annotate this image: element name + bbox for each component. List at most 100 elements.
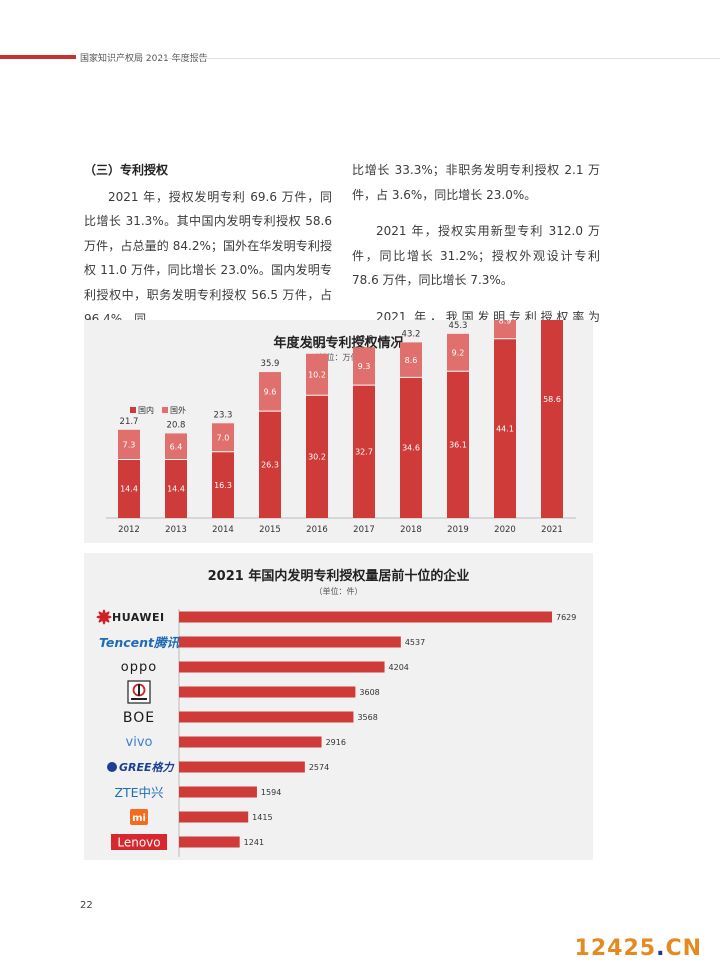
bar-foreign: [165, 433, 187, 460]
logo-text: Tencent腾讯: [99, 635, 181, 650]
data-label-value: 1241: [244, 838, 264, 847]
watermark-dot: .: [656, 936, 666, 961]
legend-swatch-domestic: [130, 407, 136, 413]
data-label-value: 7629: [556, 613, 576, 622]
section-title: （三）专利授权: [84, 163, 169, 177]
chart-unit: （单位：件）: [314, 587, 363, 596]
data-label-total: 23.3: [214, 410, 233, 420]
logo-text: GREE格力: [119, 761, 175, 774]
x-tick-label: 2012: [118, 525, 140, 535]
watermark-suffix: CN: [665, 936, 702, 961]
sinopec-base: [131, 698, 147, 700]
data-label-domestic: 44.1: [496, 424, 514, 433]
sinopec-logo: [127, 680, 151, 704]
gree-logo: GREE格力: [107, 761, 175, 774]
data-label-total: 43.2: [402, 329, 421, 339]
data-label-value: 1594: [261, 788, 281, 797]
text-column-left: （三）专利授权 2021 年，授权发明专利 69.6 万件，同比增长 31.3%…: [84, 158, 332, 332]
data-label-domestic: 30.2: [308, 453, 326, 462]
bar-domestic: [353, 385, 375, 518]
data-label-domestic: 16.3: [214, 481, 232, 490]
x-tick-label: 2014: [212, 525, 234, 535]
bar-foreign: [259, 372, 281, 412]
lenovo-logo: Lenovo: [111, 834, 167, 850]
chart-title: 年度发明专利授权情况: [273, 336, 404, 351]
top10-companies-chart: 7629 HUAWEI 4537 Tencent腾讯 4204 oppo 3608 3568 B…: [96, 609, 576, 857]
data-label-value: 2916: [326, 738, 346, 747]
data-label-domestic: 32.7: [355, 448, 373, 457]
paragraph: 2021 年，授权实用新型专利 312.0 万件，同比增长 31.2%；授权外观…: [352, 224, 600, 287]
data-label-total: 35.9: [261, 359, 280, 369]
data-label-value: 4537: [405, 638, 425, 647]
bar-domestic: [494, 338, 516, 518]
bar-foreign: [118, 429, 140, 460]
logo-text: Lenovo: [117, 836, 160, 850]
legend-label-domestic: 国内: [138, 405, 154, 415]
logo-text: vivo: [126, 735, 153, 750]
chart-unit: （单位：万件）: [310, 353, 367, 362]
data-label-domestic: 36.1: [449, 441, 467, 450]
chart-title: 2021 年国内发明专利授权量居前十位的企业: [207, 569, 470, 584]
mi-square: [130, 809, 148, 825]
header-title: 国家知识产权局 2021 年度报告: [80, 54, 208, 64]
mi-logo: mi: [130, 809, 148, 825]
bar-company: [179, 686, 356, 698]
data-label-value: 1415: [252, 813, 272, 822]
bar-foreign: [212, 423, 234, 452]
data-label-domestic: 14.4: [120, 485, 138, 494]
data-label-total: 45.3: [449, 321, 468, 331]
x-tick-label: 2015: [259, 525, 281, 535]
bar-domestic: [118, 459, 140, 518]
huawei-petal: [98, 615, 106, 623]
vivo-logo: vivo: [126, 735, 153, 750]
data-label-domestic: 26.3: [261, 461, 279, 470]
x-tick-label: 2016: [306, 525, 328, 535]
data-label-foreign: 9.2: [452, 349, 465, 358]
logo-text: HUAWEI: [112, 611, 165, 624]
data-label-value: 3568: [357, 713, 377, 722]
data-label-domestic: 58.6: [543, 395, 561, 404]
boe-logo: BOE: [123, 710, 155, 726]
bar-domestic: [541, 320, 563, 518]
bar-foreign: [494, 320, 516, 339]
bar-company: [179, 786, 257, 798]
bar-company: [179, 661, 385, 673]
paragraph: 比增长 33.3%；非职务发明专利授权 2.1 万件，占 3.6%，同比增长 2…: [352, 163, 600, 202]
bar-company: [179, 611, 552, 623]
annual-grants-chart-panel: 年度发明专利授权情况 （单位：万件） 14.4 7.3 21.7 2012 14.4 6.…: [84, 320, 593, 543]
oppo-logo: oppo: [121, 660, 156, 675]
bar-company: [179, 736, 322, 748]
annual-grants-chart: 14.4 7.3 21.7 2012 14.4 6.4 20.8 2013 16.3 7.0 23.…: [106, 320, 576, 535]
bar-company: [179, 836, 240, 848]
bar-domestic: [259, 411, 281, 518]
bar-domestic: [447, 371, 469, 518]
logo-text: mi: [132, 813, 146, 824]
huawei-flower-icon: HUAWEI: [96, 609, 165, 625]
x-tick-label: 2017: [353, 525, 375, 535]
data-label-foreign: 8.9: [499, 320, 512, 326]
page-number: 22: [80, 900, 93, 911]
bar-domestic: [165, 459, 187, 518]
data-label-domestic: 14.4: [167, 485, 185, 494]
data-label-value: 3608: [359, 688, 379, 697]
bar-company: [179, 636, 401, 648]
bar-company: [179, 811, 249, 823]
data-label-foreign: 9.3: [358, 362, 371, 371]
top10-companies-chart-panel: 2021 年国内发明专利授权量居前十位的企业 （单位：件） 7629 HUAWEI…: [84, 553, 593, 860]
bar-domestic: [306, 395, 328, 518]
data-label-foreign: 7.3: [123, 441, 136, 450]
data-label-foreign: 8.6: [405, 356, 418, 365]
data-label-foreign: 9.6: [264, 388, 277, 397]
zte-logo: ZTE中兴: [114, 785, 163, 800]
bar-foreign: [353, 347, 375, 386]
data-label-foreign: 7.0: [217, 434, 230, 443]
x-tick-label: 2020: [494, 525, 516, 535]
data-label-domestic: 34.6: [402, 444, 420, 453]
watermark-prefix: 12425: [574, 936, 657, 961]
logo-text: BOE: [123, 710, 155, 726]
bar-foreign: [400, 342, 422, 378]
tencent-logo: Tencent腾讯: [99, 635, 181, 650]
data-label-foreign: 10.2: [308, 371, 326, 380]
data-label-total: 42.0: [355, 334, 374, 344]
bar-company: [179, 761, 305, 773]
